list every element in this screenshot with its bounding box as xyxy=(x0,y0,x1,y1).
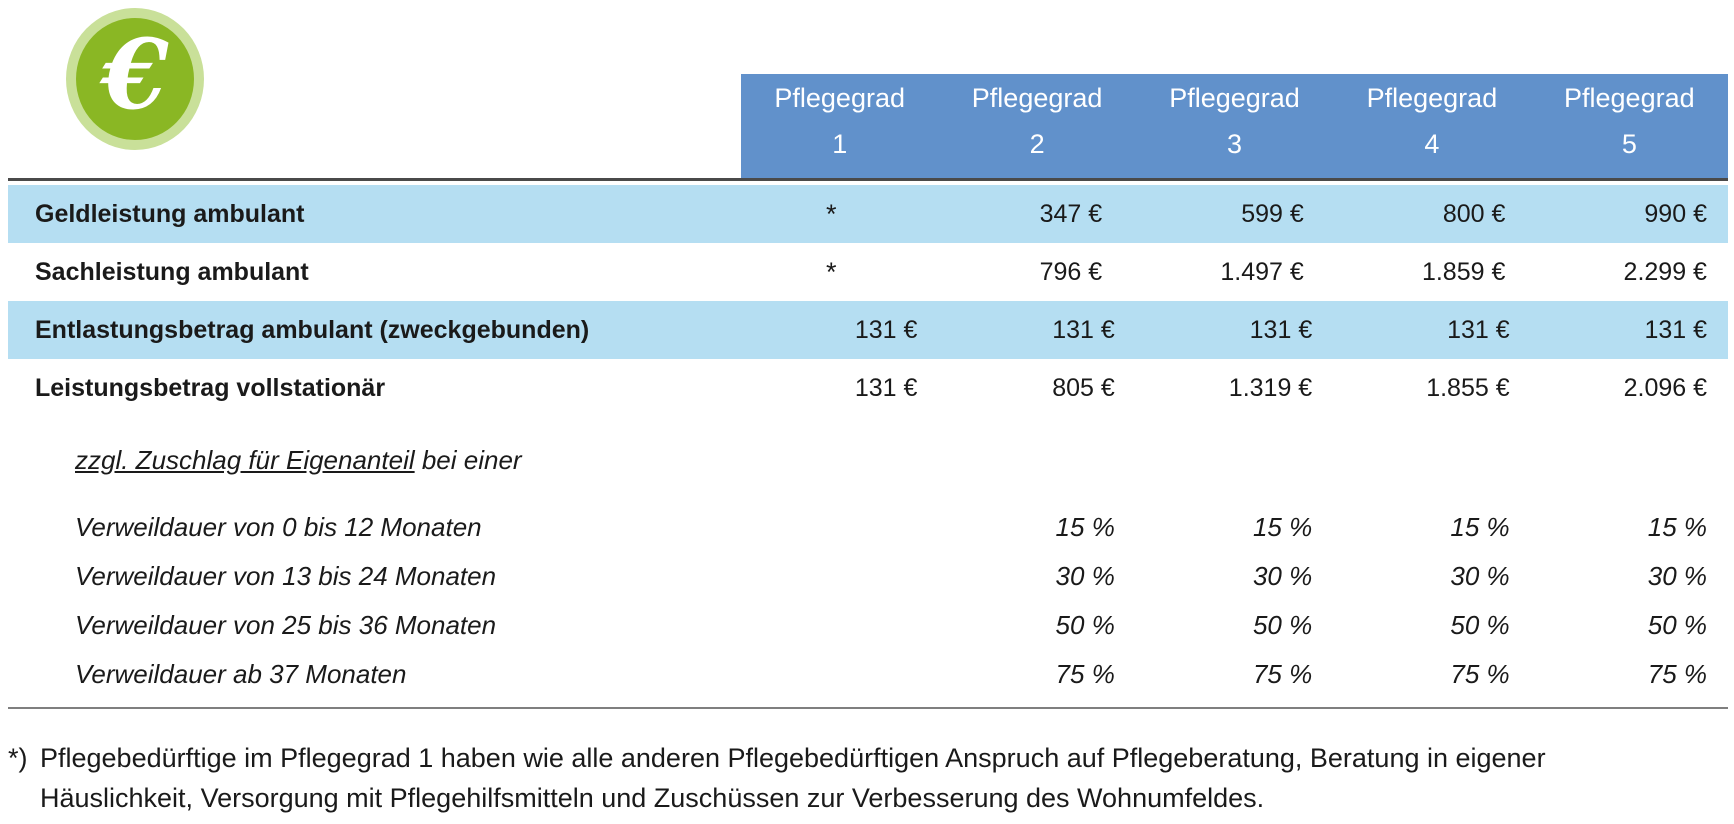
value-cell: 131 € xyxy=(854,315,918,344)
value-cell: 30 % xyxy=(1647,561,1708,591)
value-cell: 50 % xyxy=(1055,610,1115,640)
euro-glyph: € xyxy=(101,18,169,131)
value-cell: 75 % xyxy=(1055,659,1115,689)
row-label-plain-part: bei einer xyxy=(414,444,522,475)
row-label: zzgl. Zuschlag für Eigenanteil bei einer xyxy=(8,445,741,476)
header-spacer xyxy=(8,74,741,178)
value-cell: 796 € xyxy=(1039,257,1103,286)
table-row: Verweildauer von 13 bis 24 Monaten 30 % 30… xyxy=(8,552,1728,601)
column-header-pflegegrad-1: Pflegegrad 1 xyxy=(741,74,939,178)
value-cell: 131 € xyxy=(1644,315,1708,344)
value-cell: 805 € xyxy=(1052,373,1115,402)
value-cell: 50 % xyxy=(1647,610,1708,640)
value-cell: 15 % xyxy=(1252,512,1313,542)
row-label: Entlastungsbetrag ambulant (zweckgebunde… xyxy=(35,315,590,344)
column-header-pflegegrad-2: Pflegegrad 2 xyxy=(938,74,1136,178)
table-row: Sachleistung ambulant * 796 € 1.497 € 1.859 … xyxy=(8,243,1728,301)
euro-icon-inner-circle: € xyxy=(76,18,194,140)
euro-icon: € xyxy=(66,8,204,150)
footnote-line-1: Pflegebedürftige im Pflegegrad 1 haben w… xyxy=(40,743,1546,773)
value-cell-asterisk: * xyxy=(826,256,837,287)
value-cell: 990 € xyxy=(1644,199,1707,228)
value-cell: 75 % xyxy=(1647,659,1708,689)
value-cell: 15 % xyxy=(1450,512,1510,542)
value-cell: 1.855 € xyxy=(1426,373,1510,402)
value-cell: 15 % xyxy=(1055,512,1115,542)
table-header-row: Pflegegrad 1 Pflegegrad 2 Pflegegrad 3 Pflegeg… xyxy=(8,74,1729,178)
value-cell: 347 € xyxy=(1039,199,1103,228)
table-row: zzgl. Zuschlag für Eigenanteil bei einer xyxy=(8,417,1728,503)
footnote-line-2: Häuslichkeit, Versorgung mit Pflegehilfs… xyxy=(40,783,1265,813)
table-row: Verweildauer ab 37 Monaten 75 % 75 % 75 % 75… xyxy=(8,650,1728,699)
value-cell: 50 % xyxy=(1450,610,1510,640)
table-row: Leistungsbetrag vollstationär 131 € 805 € 1… xyxy=(8,359,1728,417)
benefits-table: Pflegegrad 1 Pflegegrad 2 Pflegegrad 3 Pflegeg… xyxy=(8,74,1729,709)
value-cell: 1.319 € xyxy=(1228,373,1313,402)
row-label: Geldleistung ambulant xyxy=(35,199,305,228)
footnote: *) Pflegebedürftige im Pflegegrad 1 habe… xyxy=(8,738,1546,818)
value-cell: 15 % xyxy=(1647,512,1708,542)
value-cell: 2.096 € xyxy=(1623,373,1708,402)
table-row: Verweildauer von 0 bis 12 Monaten 15 % 15 … xyxy=(8,503,1728,552)
table-row: Geldleistung ambulant * 347 € 599 € 800 € 990… xyxy=(8,185,1728,243)
value-cell: 131 € xyxy=(1447,315,1510,344)
row-label: Verweildauer von 0 bis 12 Monaten xyxy=(75,512,482,542)
table-body: Geldleistung ambulant * 347 € 599 € 800 € 990… xyxy=(8,178,1728,709)
value-cell: 131 € xyxy=(1052,315,1115,344)
value-cell: 30 % xyxy=(1450,561,1510,591)
table-row: Verweildauer von 25 bis 36 Monaten 50 % 50… xyxy=(8,601,1728,650)
row-label: Verweildauer von 13 bis 24 Monaten xyxy=(75,561,497,591)
value-cell: 131 € xyxy=(1249,315,1313,344)
row-label-underlined-part: zzgl. Zuschlag für Eigenanteil xyxy=(75,444,415,475)
value-cell: 1.497 € xyxy=(1220,257,1304,286)
value-cell: 131 € xyxy=(854,373,918,402)
row-label: Verweildauer ab 37 Monaten xyxy=(75,659,407,689)
table-row: Entlastungsbetrag ambulant (zweckgebunde… xyxy=(8,301,1728,359)
value-cell: 50 % xyxy=(1252,610,1313,640)
value-cell: 2.299 € xyxy=(1623,257,1707,286)
value-cell: 75 % xyxy=(1252,659,1313,689)
row-label: Leistungsbetrag vollstationär xyxy=(35,373,386,402)
value-cell: 800 € xyxy=(1442,199,1506,228)
row-label: Verweildauer von 25 bis 36 Monaten xyxy=(75,610,497,640)
footnote-marker: *) xyxy=(8,743,28,773)
value-cell: 30 % xyxy=(1252,561,1313,591)
value-cell-asterisk: * xyxy=(826,198,837,229)
column-header-pflegegrad-3: Pflegegrad 3 xyxy=(1135,74,1334,178)
column-header-pflegegrad-4: Pflegegrad 4 xyxy=(1333,74,1531,178)
value-cell: 1.859 € xyxy=(1421,257,1506,286)
footnote-text: Pflegebedürftige im Pflegegrad 1 haben w… xyxy=(40,738,1546,818)
value-cell: 75 % xyxy=(1450,659,1510,689)
value-cell: 30 % xyxy=(1055,561,1115,591)
value-cell: 599 € xyxy=(1241,199,1304,228)
row-label: Sachleistung ambulant xyxy=(35,257,309,286)
column-header-pflegegrad-5: Pflegegrad 5 xyxy=(1530,74,1729,178)
